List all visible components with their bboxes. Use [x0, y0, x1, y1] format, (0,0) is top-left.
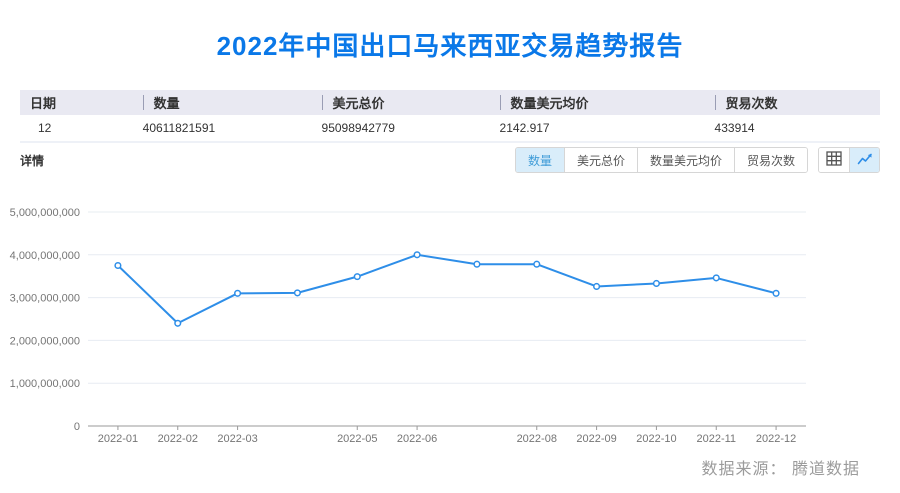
chart-view-button[interactable] — [849, 148, 879, 172]
chart-point[interactable] — [174, 319, 182, 327]
cell-trade-count: 433914 — [714, 121, 755, 135]
data-source: 数据来源： 腾道数据 — [701, 461, 860, 478]
metric-button-quantity[interactable]: 数量 — [515, 148, 564, 172]
x-axis-label: 2022-10 — [636, 433, 676, 445]
line-chart-icon — [857, 151, 873, 169]
x-axis-label: 2022-09 — [576, 433, 616, 445]
cell-date: 12 — [38, 121, 52, 135]
chart-point[interactable] — [533, 260, 541, 268]
metric-button-usd-total[interactable]: 美元总价 — [563, 148, 637, 172]
metric-button-trade-count[interactable]: 贸易次数 — [733, 148, 807, 172]
x-axis-label: 2022-11 — [696, 433, 736, 445]
chart-point[interactable] — [353, 273, 361, 281]
y-axis-label: 0 — [74, 421, 80, 433]
trend-chart-canvas[interactable]: 0 1,000,000,000 2,000,000,000 3,000,000,000… — [0, 195, 900, 451]
chart-point[interactable] — [114, 261, 122, 270]
cell-quantity: 40611821591 — [142, 121, 216, 135]
col-header-trade-count: 贸易次数 — [705, 93, 880, 112]
trend-line — [116, 253, 778, 325]
chart-point[interactable] — [772, 289, 780, 297]
y-axis-label: 5,000,000,000 — [10, 207, 80, 219]
controls-row: 详情 数量 美元总价 数量美元均价 贸易次数 — [20, 147, 880, 173]
x-axis-label: 2022-08 — [517, 433, 557, 445]
chart-point[interactable] — [293, 289, 301, 297]
x-axis-label: 2022-12 — [756, 433, 796, 445]
y-axis-label: 2,000,000,000 — [10, 335, 80, 347]
chart-point[interactable] — [413, 251, 421, 259]
x-axis-label: 2022-02 — [158, 433, 198, 445]
cell-usd-total: 95098942779 — [321, 121, 395, 135]
metric-button-usd-avg[interactable]: 数量美元均价 — [636, 148, 734, 172]
chart-point[interactable] — [234, 289, 242, 297]
x-axis-label: 2022-03 — [217, 433, 257, 445]
summary-table: 日期 数量 美元总价 数量美元均价 贸易次数 12 40611821591 95… — [20, 90, 880, 143]
x-axis-label: 2022-05 — [337, 433, 377, 445]
cell-usd-avg: 2142.917 — [499, 121, 550, 135]
x-axis-label: 2022-06 — [397, 433, 437, 445]
chart-controls: 数量 美元总价 数量美元均价 贸易次数 — [514, 147, 880, 173]
details-label: 详情 — [20, 153, 45, 168]
table-grid-icon — [826, 151, 842, 169]
chart-point[interactable] — [473, 260, 481, 268]
y-axis-label: 1,000,000,000 — [10, 378, 80, 390]
x-axis-label: 2022-01 — [98, 433, 138, 445]
page-title: 2022年中国出口马来西亚交易趋势报告 — [216, 31, 684, 61]
y-axis-label: 3,000,000,000 — [10, 293, 80, 305]
col-header-usd-total: 美元总价 — [312, 93, 490, 112]
table-header-row: 日期 数量 美元总价 数量美元均价 贸易次数 — [20, 90, 880, 115]
y-axis-label: 4,000,000,000 — [10, 250, 80, 262]
table-view-button[interactable] — [819, 148, 849, 172]
chart-point[interactable] — [652, 279, 660, 288]
col-header-date: 日期 — [30, 96, 57, 111]
chart-point[interactable] — [593, 282, 601, 291]
metric-toggle-group: 数量 美元总价 数量美元均价 贸易次数 — [514, 147, 808, 173]
col-header-usd-avg: 数量美元均价 — [490, 93, 705, 112]
table-row: 12 40611821591 95098942779 2142.917 4339… — [20, 115, 880, 143]
col-header-quantity: 数量 — [133, 93, 312, 112]
chart-point[interactable] — [712, 274, 720, 282]
trend-chart[interactable]: 0 1,000,000,000 2,000,000,000 3,000,000,000… — [0, 195, 900, 451]
view-toggle-group — [818, 147, 880, 173]
